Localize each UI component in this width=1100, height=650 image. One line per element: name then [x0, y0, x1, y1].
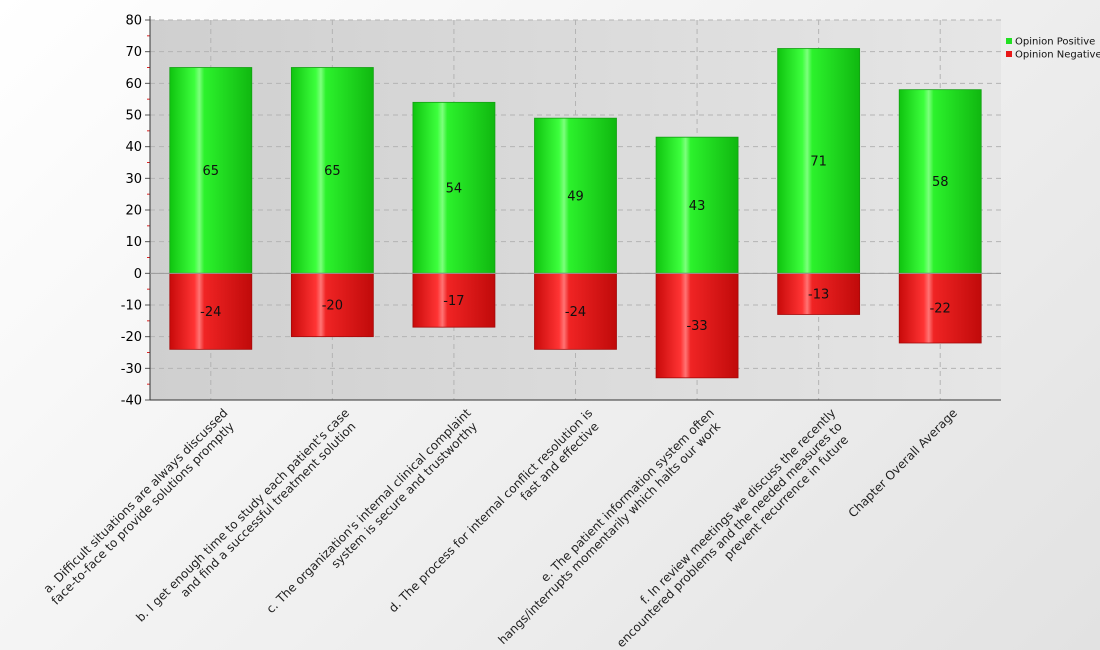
y-tick-label: 40: [125, 140, 142, 155]
bar-positive: [655, 136, 739, 274]
bar-positive: [777, 48, 861, 274]
x-tick-label: c. The organization's internal clinical …: [264, 406, 480, 616]
data-label: -24: [200, 305, 221, 320]
y-tick-label: 0: [134, 267, 142, 282]
data-label: 49: [567, 189, 584, 204]
data-label: -17: [443, 294, 464, 309]
y-tick-label: -20: [121, 330, 142, 345]
x-tick-label-line: f. In review meetings we discuss the rec…: [637, 406, 838, 607]
y-tick-label: 30: [125, 172, 142, 187]
bar-negative: [534, 272, 617, 350]
category-labels: a. Difficult situations are always discu…: [41, 406, 960, 650]
bar-positive: [169, 67, 253, 274]
bar-negative: [655, 272, 739, 379]
x-tick-label-line: b. I get enough time to study each patie…: [133, 406, 352, 625]
y-tick-label: 70: [125, 45, 142, 60]
y-tick-label: 10: [125, 235, 142, 250]
data-label: -20: [322, 299, 343, 314]
legend: Opinion Positive Opinion Negative: [1006, 37, 1100, 61]
x-tick-label: f. In review meetings we discuss the rec…: [614, 406, 851, 650]
bar-negative: [169, 272, 253, 350]
data-label: -22: [930, 302, 951, 317]
y-tick-label: -10: [121, 299, 142, 314]
x-tick-label-line: c. The organization's internal clinical …: [264, 406, 474, 616]
axes: 80 70 60 50 40 30 20 10 0 -10 -20 -30 -40: [121, 14, 1001, 409]
data-label: 65: [203, 164, 220, 179]
data-label: 71: [810, 154, 827, 169]
data-label: 43: [689, 199, 706, 214]
data-label: -33: [686, 319, 707, 334]
x-tick-label-line: face-to-face to provide solutions prompt…: [49, 419, 237, 607]
x-tick-label-line: encountered problems and the needed meas…: [614, 419, 845, 650]
bar-negative: [412, 272, 496, 328]
bar-positive: [412, 101, 496, 274]
y-tick-label: -40: [121, 394, 142, 409]
x-tick-label: e. The patient information system oftenh…: [496, 406, 724, 647]
y-tick-label: -30: [121, 362, 142, 377]
y-tick-label: 50: [125, 109, 142, 124]
legend-label: Opinion Negative: [1015, 50, 1100, 61]
y-tick-label: 60: [125, 77, 142, 92]
x-tick-label: b. I get enough time to study each patie…: [133, 406, 358, 625]
y-tick-label: 80: [125, 14, 142, 29]
legend-swatch: [1006, 38, 1012, 44]
legend-label: Opinion Positive: [1015, 37, 1095, 48]
value-labels: 65 65 54 49 43 71 58 -24 -20 -17 -24 -33 -13 -22: [200, 154, 951, 334]
legend-swatch: [1006, 51, 1012, 57]
data-label: -24: [565, 305, 586, 320]
x-tick-label-line: Chapter Overall Average: [846, 406, 960, 520]
bar-positive: [898, 89, 982, 274]
data-label: 65: [324, 164, 341, 179]
y-tick-label: 20: [125, 204, 142, 219]
bar-negative: [290, 272, 374, 338]
bar-positive: [534, 117, 617, 274]
data-label: 54: [446, 181, 463, 196]
x-tick-label: Chapter Overall Average: [846, 406, 960, 520]
x-tick-label: d. The process for internal conflict res…: [386, 406, 602, 615]
data-label: 58: [932, 175, 949, 190]
data-label: -13: [808, 287, 829, 302]
x-tick-label-line: hangs/interrupts momentarily which halts…: [496, 419, 724, 647]
